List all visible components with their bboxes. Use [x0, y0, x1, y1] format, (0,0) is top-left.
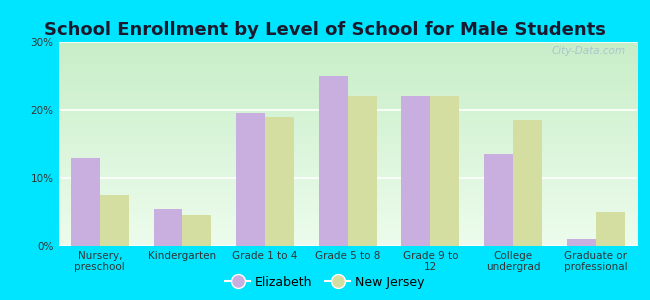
Bar — [567, 239, 595, 246]
Text: School Enrollment by Level of School for Male Students: School Enrollment by Level of School for… — [44, 21, 606, 39]
Text: City-Data.com: City-Data.com — [551, 46, 625, 56]
Bar — [484, 154, 513, 246]
Bar — [402, 96, 430, 246]
Bar — [595, 212, 625, 246]
Legend: Elizabeth, New Jersey: Elizabeth, New Jersey — [220, 271, 430, 294]
Bar — [513, 120, 542, 246]
Bar — [318, 76, 348, 246]
Bar — [183, 215, 211, 246]
Bar — [100, 195, 129, 246]
Bar — [348, 96, 377, 246]
Bar — [265, 117, 294, 246]
Bar — [153, 208, 183, 246]
Bar — [236, 113, 265, 246]
Bar — [71, 158, 100, 246]
Bar — [430, 96, 460, 246]
